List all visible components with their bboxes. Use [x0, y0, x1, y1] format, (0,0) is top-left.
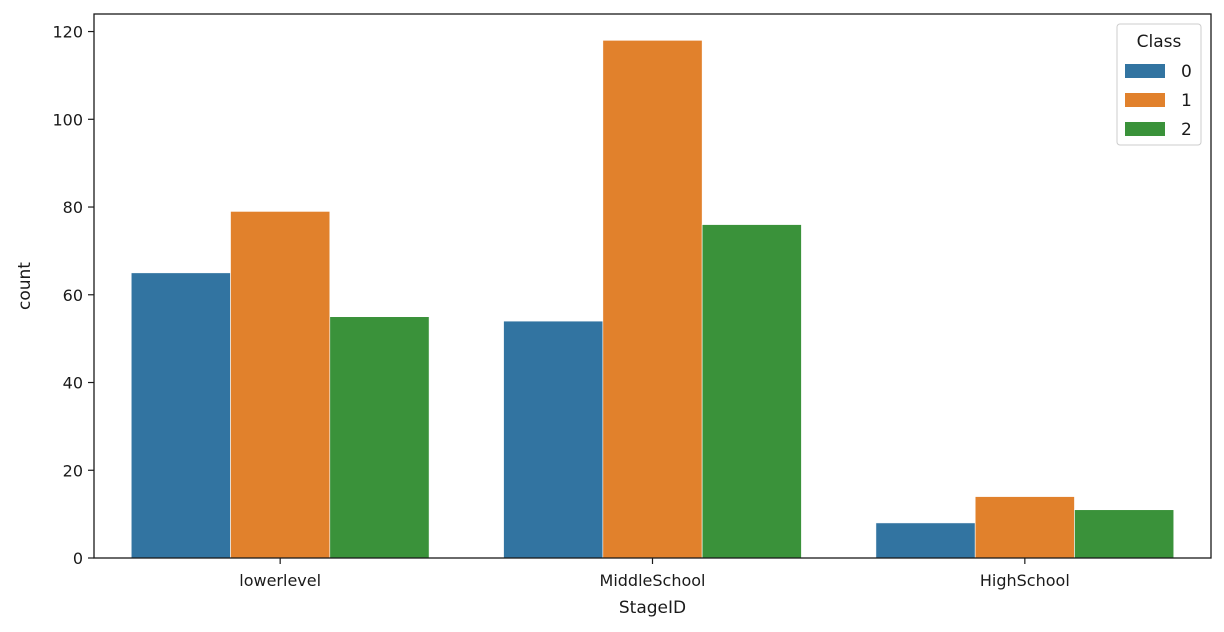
x-tick-label: MiddleSchool	[600, 571, 706, 590]
x-tick-label: HighSchool	[980, 571, 1070, 590]
bar-HighSchool-class-0	[875, 522, 976, 559]
bar-MiddleSchool-class-0	[503, 320, 604, 559]
y-tick-label: 80	[63, 198, 83, 217]
legend-title: Class	[1137, 32, 1182, 52]
legend-label-class-1: 1	[1181, 91, 1192, 111]
legend-label-class-0: 0	[1181, 62, 1192, 82]
y-tick-label: 100	[52, 110, 83, 129]
legend-swatch-class-2	[1125, 122, 1165, 136]
legend-swatch-class-0	[1125, 64, 1165, 78]
bar-lowerlevel-class-2	[329, 316, 430, 559]
x-axis-label: StageID	[619, 598, 686, 618]
legend-items: 0 1 2	[1125, 62, 1192, 140]
y-tick-label: 40	[63, 374, 83, 393]
legend-label-class-2: 2	[1181, 120, 1192, 140]
y-tick-label: 120	[52, 23, 83, 42]
y-tick-label: 0	[73, 549, 83, 568]
plot-frame	[93, 13, 1212, 559]
legend: Class 0 1 2	[1116, 23, 1202, 146]
bar-HighSchool-class-1	[974, 496, 1075, 559]
x-tick-label: lowerlevel	[239, 571, 321, 590]
y-tick-label: 20	[63, 461, 83, 480]
legend-swatch-class-1	[1125, 93, 1165, 107]
legend-frame	[1116, 23, 1202, 146]
bar-HighSchool-class-2	[1074, 509, 1175, 559]
bars-group	[130, 40, 1175, 559]
bar-lowerlevel-class-1	[230, 211, 331, 559]
bar-MiddleSchool-class-1	[602, 40, 703, 559]
bar-MiddleSchool-class-2	[701, 224, 802, 559]
y-tick-label: 60	[63, 286, 83, 305]
bar-lowerlevel-class-0	[130, 272, 231, 559]
y-axis-label: count	[15, 262, 35, 310]
